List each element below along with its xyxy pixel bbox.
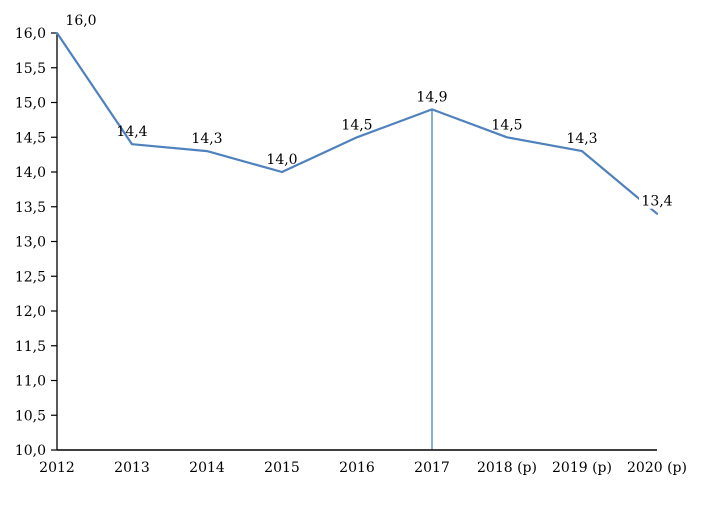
y-axis-tick-label: 14,5 — [15, 130, 46, 146]
series-line — [55, 31, 659, 215]
y-axis-tick-label: 12,0 — [15, 304, 46, 320]
data-point-label: 14,9 — [416, 89, 447, 105]
x-axis-tick-label: 2020 (p) — [627, 460, 687, 476]
x-axis-tick-label: 2016 — [339, 460, 375, 476]
y-axis-tick-label: 10,0 — [15, 443, 46, 459]
y-axis-tick-label: 13,5 — [15, 200, 46, 216]
data-point-label: 14,5 — [341, 117, 372, 133]
data-point-label: 16,0 — [65, 13, 96, 29]
y-axis-tick-label: 16,0 — [15, 26, 46, 42]
data-point-label: 14,0 — [266, 152, 297, 168]
y-axis-tick-label: 12,5 — [15, 269, 46, 285]
data-label-backing — [639, 193, 675, 209]
data-point-label: 13,4 — [641, 194, 672, 210]
y-axis-tick-label: 14,0 — [15, 165, 46, 181]
y-axis-tick-label: 13,0 — [15, 235, 46, 251]
x-axis-tick-label: 2012 — [39, 460, 75, 476]
y-axis-tick-label: 15,0 — [15, 96, 46, 112]
data-point-label: 14,3 — [566, 131, 597, 147]
y-axis-tick-label: 15,5 — [15, 61, 46, 77]
data-point-label: 14,5 — [491, 117, 522, 133]
data-point-label: 14,4 — [116, 124, 147, 140]
y-axis-tick-label: 10,5 — [15, 408, 46, 424]
x-axis-tick-label: 2013 — [114, 460, 150, 476]
data-point-label: 14,3 — [191, 131, 222, 147]
x-axis-tick-label: 2019 (p) — [552, 460, 612, 476]
y-axis-tick-label: 11,0 — [15, 374, 46, 390]
y-axis-tick-label: 11,5 — [15, 339, 46, 355]
x-axis-tick-label: 2015 — [264, 460, 300, 476]
x-axis-tick-label: 2017 — [414, 460, 450, 476]
x-axis-tick-label: 2014 — [189, 460, 225, 476]
x-axis-tick-label: 2018 (p) — [477, 460, 537, 476]
